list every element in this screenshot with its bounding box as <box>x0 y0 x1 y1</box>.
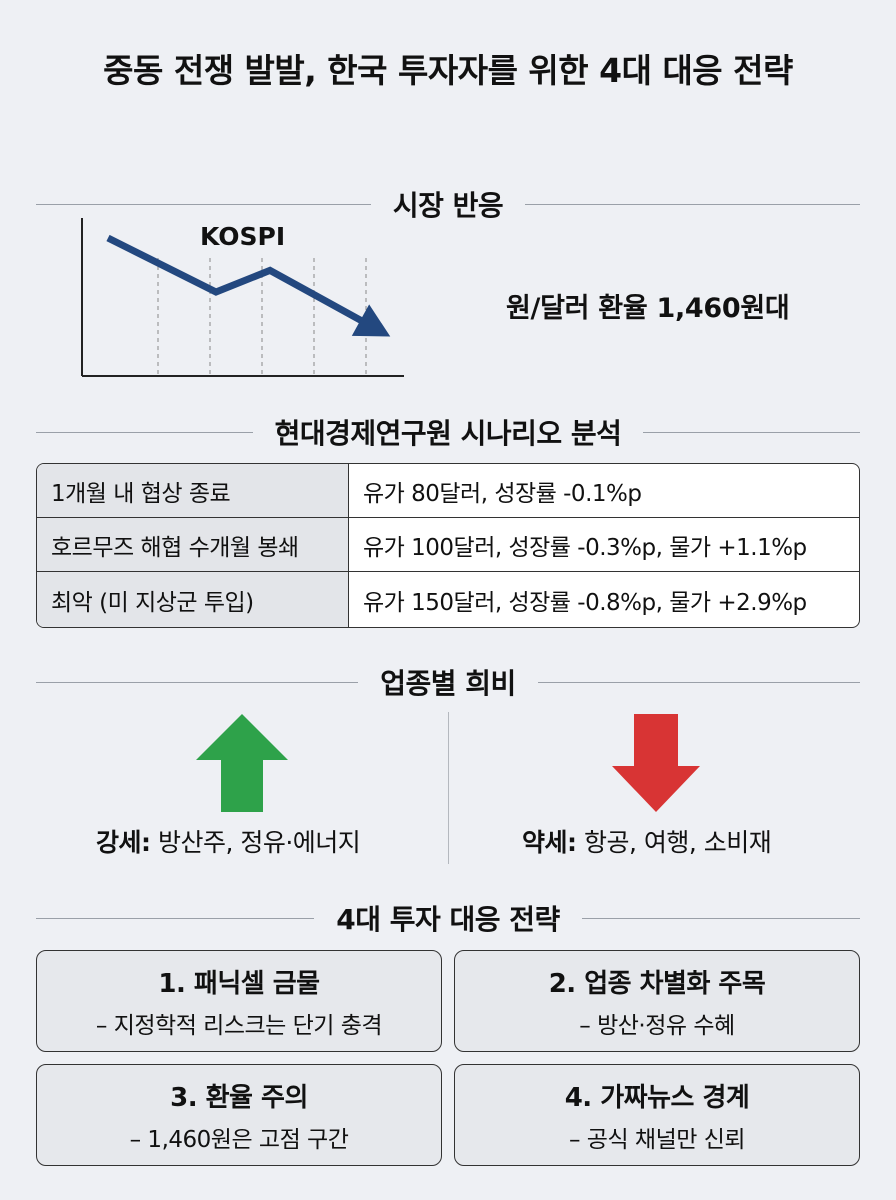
weak-items: 항공, 여행, 소비재 <box>583 828 772 857</box>
strategy-card: 4. 가짜뉴스 경계 – 공식 채널만 신뢰 <box>454 1064 860 1166</box>
scenario-table: 1개월 내 협상 종료 유가 80달러, 성장률 -0.1%p 호르무즈 해협 … <box>36 463 860 628</box>
chart-label-kospi: KOSPI <box>200 222 286 251</box>
exchange-rate-text: 원/달러 환율 1,460원대 <box>506 293 790 324</box>
scenario-case-cell: 호르무즈 해협 수개월 봉쇄 <box>37 518 349 571</box>
up-arrow-icon <box>196 714 288 816</box>
table-row: 1개월 내 협상 종료 유가 80달러, 성장률 -0.1%p <box>37 464 859 518</box>
strategy-card: 2. 업종 차별화 주목 – 방산·정유 수혜 <box>454 950 860 1052</box>
scenario-case-cell: 1개월 내 협상 종료 <box>37 464 349 517</box>
divider <box>581 917 860 919</box>
scenario-case-cell: 최악 (미 지상군 투입) <box>37 572 349 627</box>
kospi-chart <box>78 218 408 383</box>
divider <box>36 431 253 433</box>
divider <box>36 203 371 205</box>
strategy-card-desc: – 공식 채널만 신뢰 <box>568 1126 746 1153</box>
section-header-sectors: 업종별 희비 <box>36 662 860 702</box>
divider <box>537 681 860 683</box>
down-trend-arrow-icon <box>351 304 391 337</box>
table-row: 호르무즈 해협 수개월 봉쇄 유가 100달러, 성장률 -0.3%p, 물가 … <box>37 518 859 572</box>
weak-label: 약세: <box>522 828 577 857</box>
table-row: 최악 (미 지상군 투입) 유가 150달러, 성장률 -0.8%p, 물가 +… <box>37 572 859 627</box>
section-title: 시장 반응 <box>392 189 504 222</box>
scenario-result-cell: 유가 80달러, 성장률 -0.1%p <box>363 480 642 507</box>
strategy-card-desc: – 방산·정유 수혜 <box>579 1012 735 1039</box>
strong-items: 방산주, 정유·에너지 <box>157 828 361 857</box>
section-title: 업종별 희비 <box>380 667 516 700</box>
divider <box>36 917 315 919</box>
kospi-series-line <box>106 234 380 333</box>
strategy-card-desc: – 지정학적 리스크는 단기 충격 <box>95 1012 383 1039</box>
page-title: 중동 전쟁 발발, 한국 투자자를 위한 4대 대응 전략 <box>103 51 793 90</box>
down-arrow-icon <box>612 714 700 816</box>
kospi-chart-svg <box>81 218 404 377</box>
strong-label: 강세: <box>96 828 151 857</box>
strategy-card-desc: – 1,460원은 고점 구간 <box>129 1126 349 1153</box>
strategy-card-title: 2. 업종 차별화 주목 <box>548 968 766 999</box>
scenario-result-cell: 유가 150달러, 성장률 -0.8%p, 물가 +2.9%p <box>363 589 807 616</box>
strategy-card-title: 3. 환율 주의 <box>170 1082 308 1113</box>
strong-sectors-text: 강세: 방산주, 정유·에너지 <box>96 823 361 859</box>
divider <box>36 681 359 683</box>
divider <box>525 203 861 205</box>
section-header-strategy: 4대 투자 대응 전략 <box>36 898 860 938</box>
strategy-card-title: 1. 패닉셀 금물 <box>158 968 320 999</box>
weak-sectors-text: 약세: 항공, 여행, 소비재 <box>522 823 772 859</box>
sector-divider <box>448 712 449 864</box>
section-header-scenario: 현대경제연구원 시나리오 분석 <box>36 412 861 452</box>
strategy-card: 1. 패닉셀 금물 – 지정학적 리스크는 단기 충격 <box>36 950 442 1052</box>
divider <box>643 431 861 433</box>
strategy-card: 3. 환율 주의 – 1,460원은 고점 구간 <box>36 1064 442 1166</box>
strategy-card-title: 4. 가짜뉴스 경계 <box>564 1082 750 1113</box>
section-header-market: 시장 반응 <box>36 184 861 224</box>
scenario-result-cell: 유가 100달러, 성장률 -0.3%p, 물가 +1.1%p <box>363 534 807 561</box>
section-title: 현대경제연구원 시나리오 분석 <box>274 417 622 450</box>
section-title: 4대 투자 대응 전략 <box>336 903 560 936</box>
